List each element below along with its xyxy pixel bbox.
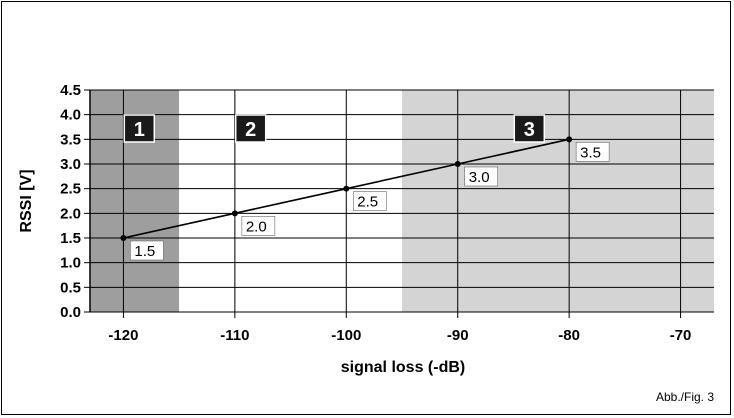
y-tick-label: 4.5 xyxy=(60,82,81,99)
zone-badge-box xyxy=(234,114,267,143)
data-label-box xyxy=(352,191,387,211)
data-label: 2.5 xyxy=(357,194,378,211)
grid-layer xyxy=(90,89,714,318)
y-tick-label: 4.0 xyxy=(60,107,81,124)
data-label-box xyxy=(464,166,499,187)
zones-layer xyxy=(90,90,714,312)
data-label-box xyxy=(241,216,276,236)
data-point xyxy=(566,136,573,143)
x-tick-label: -80 xyxy=(558,327,580,344)
zone-badge-label: 2 xyxy=(245,119,256,141)
figure-caption: Abb./Fig. 3 xyxy=(655,390,714,404)
y-tick-label: 1.5 xyxy=(60,230,81,247)
x-tick-label: -110 xyxy=(220,327,249,344)
zone-3-background xyxy=(402,90,714,312)
zone-2-badge: 2 xyxy=(234,114,267,143)
x-tick-label: -100 xyxy=(331,327,361,344)
zone-badge-label: 3 xyxy=(524,119,535,141)
y-tick-label: 0.0 xyxy=(60,304,81,321)
data-label: 1.5 xyxy=(134,243,155,260)
zone-badge-box xyxy=(513,114,546,143)
y-tick-label: 0.5 xyxy=(60,279,81,296)
x-axis-title: signal loss (-dB) xyxy=(341,359,465,376)
data-label-box xyxy=(130,240,164,261)
line-layer xyxy=(120,136,573,241)
y-tick-label: 1.0 xyxy=(60,255,81,272)
axes-layer: 0.0 0.5 1.0 1.5 2.0 2.5 3.0 3.5 4.0 4.5 -120 -110 -1… xyxy=(60,82,691,344)
zone-badge-label: 1 xyxy=(134,119,145,141)
y-tick-label: 2.0 xyxy=(60,205,81,222)
data-point xyxy=(454,161,461,167)
data-label-box xyxy=(575,142,610,162)
zone-1-badge: 1 xyxy=(123,114,156,143)
y-tick-label: 3.0 xyxy=(60,156,81,173)
zone-3-badge: 3 xyxy=(513,114,546,143)
y-axis-title: RSSI [V] xyxy=(18,169,35,232)
data-label: 2.0 xyxy=(246,218,267,235)
labels-layer: 1 2 3 1.5 2.0 2.5 3.0 3.5 xyxy=(123,114,610,261)
y-tick-label: 2.5 xyxy=(60,181,81,198)
x-tick-label: -120 xyxy=(108,327,138,344)
data-label: 3.5 xyxy=(580,144,601,161)
zone-badge-box xyxy=(123,114,156,143)
data-label: 3.0 xyxy=(469,169,490,186)
x-tick-label: -70 xyxy=(670,327,692,344)
x-tick-label: -90 xyxy=(447,327,469,344)
y-tick-label: 3.5 xyxy=(60,131,81,148)
data-point xyxy=(120,235,127,241)
data-point xyxy=(231,210,238,217)
data-point xyxy=(343,185,350,192)
